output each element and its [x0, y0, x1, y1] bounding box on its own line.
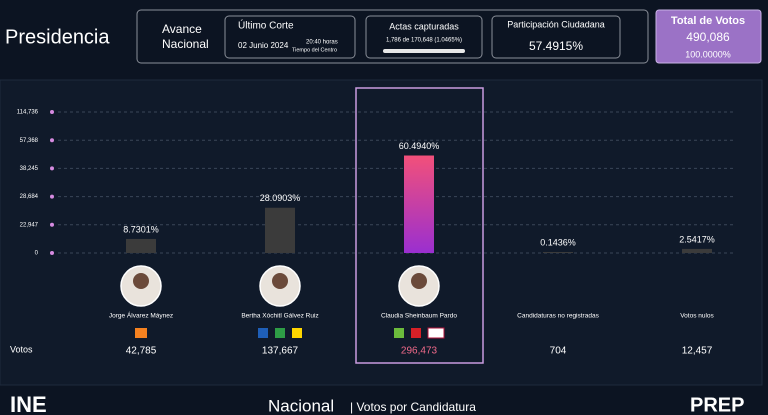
category-label: Claudia Sheinbaum Pardo [381, 313, 457, 320]
logo-pan [258, 328, 268, 338]
avance: Avance [162, 22, 202, 36]
y-axis-label: 114,736 [17, 110, 39, 116]
corte-box [224, 15, 356, 59]
total-value: 490,086 [686, 30, 730, 44]
value-label: 0.1436% [540, 237, 576, 247]
corte-date: 02 Junio 2024 [238, 41, 289, 50]
votes-value: 42,785 [126, 346, 157, 357]
value-label: 28.0903% [260, 193, 301, 203]
y-axis-label: 57,368 [20, 138, 39, 144]
participacion-box [491, 15, 621, 59]
corte-time: 20:40 horas [306, 40, 338, 46]
bar [126, 238, 156, 253]
logo-morena [427, 327, 445, 339]
votes-value: 12,457 [682, 346, 713, 357]
actas-box [365, 15, 483, 59]
bar [682, 248, 712, 253]
summary-box [136, 9, 649, 64]
axis-dot [50, 166, 54, 171]
progress-track [383, 49, 465, 53]
category-label: Votos nulos [680, 313, 714, 320]
actas-detail: 1,786 de 170,648 (1.0465%) [386, 38, 462, 44]
axis-dot [50, 222, 54, 227]
logo-pt [411, 328, 421, 338]
participacion-value: 57.4915% [529, 39, 583, 53]
y-axis-label: 28,684 [20, 194, 39, 200]
footer-subtitle: | Votos por Candidatura [350, 400, 476, 414]
axis-dot [50, 251, 54, 255]
logo-pvem [394, 328, 404, 338]
y-axis-label: 38,245 [20, 166, 39, 172]
highlight-box [355, 87, 484, 364]
votes-value: 704 [550, 346, 567, 357]
y-axis-label: 22,947 [20, 222, 39, 228]
value-label: 2.5417% [679, 234, 715, 244]
participacion-title: Participación Ciudadana [507, 19, 605, 29]
bar [265, 207, 295, 253]
footer-bar [0, 392, 768, 415]
axis-dot [50, 138, 54, 143]
corte-zone: Tiempo del Centro [292, 47, 337, 53]
category-label: Candidaturas no registradas [517, 313, 599, 320]
photo-head [272, 273, 288, 289]
votes-label: Votos [10, 344, 33, 354]
category-label: Bertha Xóchitl Gálvez Ruiz [241, 313, 318, 320]
value-label: 8.7301% [123, 224, 159, 234]
y-axis-label: 0 [35, 251, 39, 257]
footer-left: INE [10, 392, 47, 415]
logo-prd [292, 328, 302, 338]
total-box [655, 9, 762, 64]
total-title: Total de Votos [671, 15, 745, 27]
chart-panel [0, 79, 763, 386]
page-title: Presidencia [5, 26, 110, 48]
axis-dot [50, 194, 54, 199]
avance: Nacional [162, 37, 209, 51]
party-logos [135, 327, 445, 339]
footer-center: Nacional [268, 396, 334, 415]
bar [404, 155, 434, 253]
photo-head [411, 273, 427, 289]
category-label: Jorge Álvarez Máynez [109, 311, 173, 320]
votes-value: 296,473 [401, 346, 438, 357]
bar [543, 252, 573, 253]
actas-title: Actas capturadas [389, 21, 459, 31]
value-label: 60.4940% [399, 141, 440, 151]
logo-mc [135, 328, 147, 338]
logo-pri [275, 328, 285, 338]
total-percent: 100.0000% [685, 49, 731, 59]
axis-dot [50, 110, 54, 114]
photo-head [133, 273, 149, 289]
corte-title: Último Corte [238, 19, 294, 32]
footer-right: PREP [690, 394, 744, 415]
votes-value: 137,667 [262, 346, 299, 357]
